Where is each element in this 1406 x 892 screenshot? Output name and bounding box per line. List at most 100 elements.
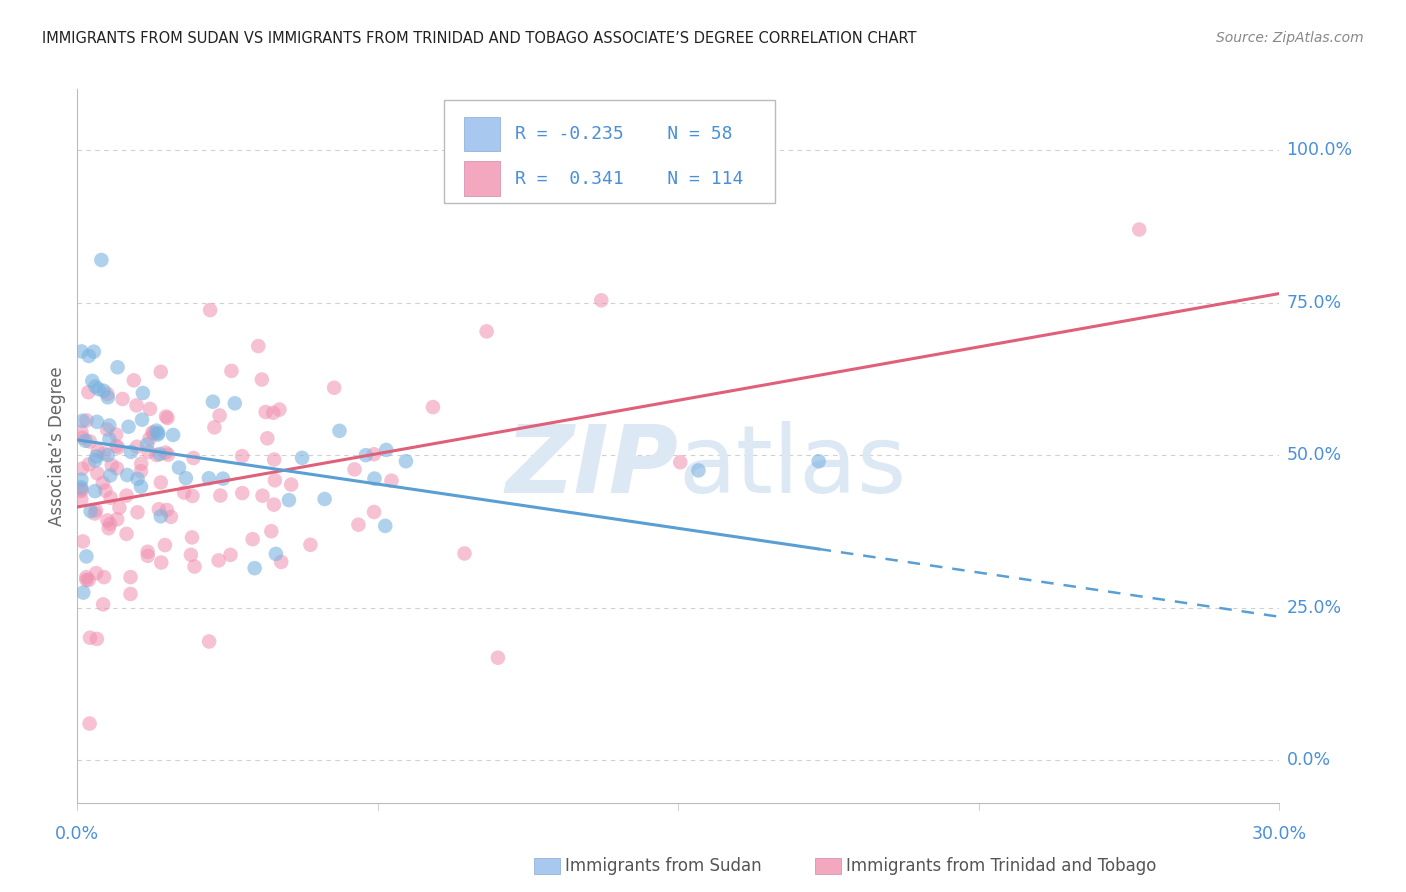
Point: [173, 485, 195, 500]
Point: [291, 450, 314, 465]
Point: [127, 505, 149, 519]
Point: [75, 570, 97, 584]
Point: [139, 401, 162, 416]
Point: [70, 480, 93, 494]
Point: [107, 360, 129, 375]
Point: [201, 394, 224, 409]
Point: [98, 468, 121, 483]
Point: [155, 445, 177, 459]
Point: [100, 458, 122, 472]
Point: [198, 303, 221, 318]
Point: [107, 441, 129, 455]
Point: [231, 486, 253, 500]
Point: [105, 461, 128, 475]
Point: [93, 384, 115, 398]
Point: [105, 439, 128, 453]
Point: [207, 553, 229, 567]
Text: 75.0%: 75.0%: [1286, 293, 1341, 311]
Point: [155, 409, 177, 424]
Point: [669, 455, 692, 469]
Point: [363, 472, 385, 486]
Point: [84, 453, 107, 467]
Point: [181, 530, 204, 544]
Point: [76, 413, 98, 427]
Point: [280, 477, 302, 491]
Point: [117, 419, 139, 434]
Point: [591, 293, 613, 308]
Point: [263, 498, 285, 512]
Point: [475, 325, 498, 339]
FancyBboxPatch shape: [444, 100, 775, 203]
Point: [263, 452, 285, 467]
Point: [120, 445, 142, 459]
Point: [374, 519, 396, 533]
Point: [91, 475, 114, 490]
Point: [180, 548, 202, 562]
Point: [150, 556, 173, 570]
Point: [149, 509, 172, 524]
Point: [115, 468, 138, 483]
Point: [486, 650, 509, 665]
Point: [141, 425, 163, 440]
Point: [86, 450, 108, 464]
Point: [314, 491, 336, 506]
Point: [93, 570, 115, 584]
Point: [343, 462, 366, 476]
Point: [162, 428, 184, 442]
Point: [86, 415, 108, 429]
Point: [70, 483, 93, 498]
Point: [97, 390, 120, 404]
Point: [93, 446, 115, 460]
Point: [250, 372, 273, 386]
Point: [299, 538, 322, 552]
Point: [84, 566, 107, 581]
Point: [94, 483, 117, 498]
Text: Source: ZipAtlas.com: Source: ZipAtlas.com: [1216, 31, 1364, 45]
Text: 0.0%: 0.0%: [55, 825, 100, 843]
Point: [354, 448, 377, 462]
Text: 100.0%: 100.0%: [1286, 141, 1353, 159]
Point: [181, 489, 204, 503]
Point: [72, 414, 94, 428]
Point: [252, 489, 274, 503]
Point: [86, 632, 108, 646]
Point: [149, 365, 172, 379]
Point: [363, 447, 385, 461]
Point: [98, 432, 121, 446]
Point: [72, 534, 94, 549]
Point: [270, 555, 292, 569]
Point: [174, 471, 197, 485]
Point: [98, 418, 121, 433]
Point: [75, 549, 97, 564]
Point: [77, 385, 100, 400]
Point: [243, 561, 266, 575]
Point: [231, 449, 253, 463]
Point: [375, 442, 398, 457]
Point: [146, 427, 169, 442]
Point: [79, 716, 101, 731]
Point: [136, 545, 159, 559]
Point: [96, 422, 118, 436]
Point: [263, 473, 285, 487]
Point: [136, 437, 159, 451]
Point: [183, 450, 205, 465]
Point: [138, 432, 160, 446]
Point: [86, 467, 108, 481]
Point: [108, 500, 131, 515]
Point: [96, 387, 118, 401]
Point: [115, 489, 138, 503]
Point: [77, 573, 100, 587]
Point: [70, 425, 93, 439]
Point: [115, 527, 138, 541]
Point: [145, 448, 167, 462]
Point: [79, 434, 101, 449]
Point: [148, 425, 170, 440]
Point: [688, 463, 710, 477]
Point: [82, 374, 104, 388]
Point: [87, 382, 110, 396]
Point: [262, 406, 284, 420]
Point: [156, 503, 179, 517]
Point: [145, 424, 167, 438]
Point: [83, 507, 105, 521]
Point: [79, 504, 101, 518]
